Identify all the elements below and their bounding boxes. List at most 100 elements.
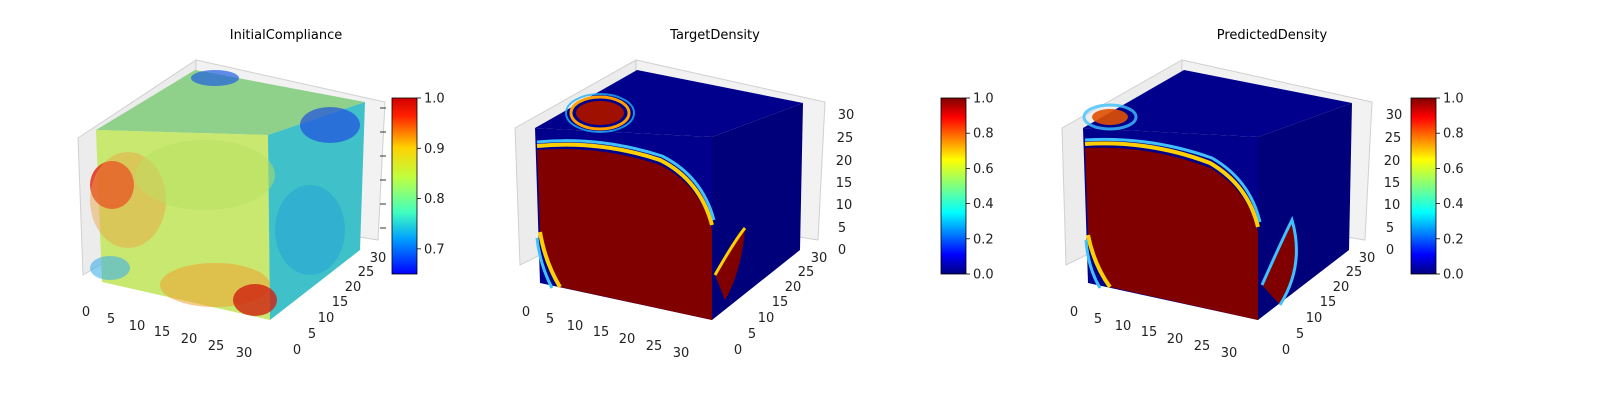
x-tick-label: 20 (619, 332, 636, 347)
colorbar-tick-label: 0.4 (973, 197, 994, 212)
colorbar-gradient (391, 97, 418, 275)
colorbar-tick-label: 0.6 (1443, 162, 1464, 177)
x-axis-1: 0 5 10 15 20 25 30 (82, 305, 252, 361)
y-tick-label: 30 (1359, 251, 1376, 266)
colorbar-ticks: 0.0 0.2 0.4 0.6 0.8 1.0 (966, 92, 994, 283)
colorbar-tick-label: 0.8 (424, 192, 445, 207)
colorbar-tick-label: 0.0 (973, 268, 994, 283)
z-tick-label: 25 (1385, 131, 1402, 146)
y-tick-label: 5 (308, 327, 316, 342)
x-tick-label: 15 (593, 325, 610, 340)
colorbar-tick-label: 1.0 (1443, 92, 1464, 107)
x-tick-label: 30 (673, 346, 690, 361)
x-tick-label: 10 (129, 319, 146, 334)
cube-right-face (268, 102, 365, 320)
z-tick-label: 0 (838, 243, 846, 258)
colorbar-tick-label: 0.8 (973, 127, 994, 142)
colorbar-gradient (1410, 97, 1437, 275)
colorbar-tick-label: 0.2 (973, 232, 994, 247)
z-tick-label: 15 (1384, 176, 1401, 191)
z-tick-label: 10 (836, 198, 853, 213)
cube-top-face (1083, 70, 1352, 137)
x-tick-label: 0 (522, 305, 530, 320)
z-tick-label: 5 (1386, 221, 1394, 236)
colorbar-3: 0.0 0.2 0.4 0.6 0.8 1.0 (1410, 92, 1464, 283)
x-tick-label: 30 (1221, 346, 1238, 361)
y-axis-3: 0 5 10 15 20 25 30 (1282, 251, 1375, 358)
x-tick-label: 10 (1115, 319, 1132, 334)
colorbar-gradient (940, 97, 967, 275)
z-tick-label: 20 (1384, 154, 1401, 169)
cube-3-density (1082, 103, 1298, 320)
chart-title-3: PredictedDensity (1217, 28, 1328, 43)
colorbar-ticks: 0.0 0.2 0.4 0.6 0.8 1.0 (1436, 92, 1464, 283)
x-tick-label: 30 (236, 346, 253, 361)
y-tick-label: 25 (358, 265, 375, 280)
y-tick-label: 10 (318, 311, 335, 326)
colorbar-2: 0.0 0.2 0.4 0.6 0.8 1.0 (940, 92, 994, 283)
y-tick-label: 25 (798, 265, 815, 280)
y-tick-label: 25 (1346, 265, 1363, 280)
y-tick-label: 15 (332, 295, 349, 310)
x-tick-label: 20 (1167, 332, 1184, 347)
colorbar-tick-label: 1.0 (424, 92, 445, 107)
z-tick-label: 15 (836, 176, 853, 191)
y-tick-label: 5 (1296, 327, 1304, 342)
cube-2-density (535, 93, 747, 320)
colorbar-tick-label: 0.4 (1443, 197, 1464, 212)
x-tick-label: 25 (208, 339, 225, 354)
y-tick-label: 30 (811, 251, 828, 266)
y-tick-label: 20 (785, 280, 802, 295)
colorbar-ticks: 0.7 0.8 0.9 1.0 (417, 92, 445, 257)
cube-top-face (96, 70, 365, 135)
x-tick-label: 15 (1141, 325, 1158, 340)
x-tick-label: 5 (1094, 312, 1102, 327)
z-axis-ticks-1 (380, 107, 386, 229)
y-tick-label: 15 (1320, 295, 1337, 310)
x-tick-label: 20 (181, 332, 198, 347)
colorbar-tick-label: 1.0 (973, 92, 994, 107)
colorbar-1: 0.7 0.8 0.9 1.0 (391, 92, 445, 275)
y-tick-label: 0 (734, 343, 742, 358)
cube-1-shading (90, 70, 360, 316)
chart-panel-3: 0 5 10 15 20 25 30 0 5 10 15 20 25 30 0 … (1061, 59, 1464, 361)
z-tick-label: 10 (1384, 198, 1401, 213)
x-axis-3: 0 5 10 15 20 25 30 (1070, 305, 1237, 361)
z-axis-2: 0 5 10 15 20 25 30 (836, 108, 855, 258)
y-tick-label: 15 (772, 295, 789, 310)
z-axis-3: 0 5 10 15 20 25 30 (1384, 108, 1403, 258)
x-tick-label: 10 (567, 319, 584, 334)
y-tick-label: 10 (758, 311, 775, 326)
colorbar-tick-label: 0.2 (1443, 232, 1464, 247)
x-axis-2: 0 5 10 15 20 25 30 (522, 305, 689, 361)
colorbar-tick-label: 0.6 (973, 162, 994, 177)
z-tick-label: 0 (1386, 243, 1394, 258)
colorbar-tick-label: 0.0 (1443, 268, 1464, 283)
chart-panel-1: 0 5 10 15 20 25 30 0 5 10 15 20 25 30 (77, 59, 445, 361)
y-tick-label: 30 (370, 251, 387, 266)
colorbar-tick-label: 0.8 (1443, 127, 1464, 142)
x-tick-label: 15 (154, 325, 171, 340)
y-tick-label: 5 (748, 327, 756, 342)
y-tick-label: 0 (293, 343, 301, 358)
x-tick-label: 5 (546, 312, 554, 327)
z-tick-label: 25 (837, 131, 854, 146)
y-tick-label: 20 (1333, 280, 1350, 295)
x-tick-label: 0 (1070, 305, 1078, 320)
y-tick-label: 20 (345, 280, 362, 295)
y-tick-label: 10 (1306, 311, 1323, 326)
colorbar-tick-label: 0.7 (424, 242, 445, 257)
z-tick-label: 5 (838, 221, 846, 236)
x-tick-label: 5 (107, 312, 115, 327)
colorbar-tick-label: 0.9 (424, 142, 445, 157)
z-tick-label: 20 (836, 154, 853, 169)
x-tick-label: 25 (1194, 339, 1211, 354)
z-tick-label: 30 (1386, 108, 1403, 123)
y-axis-2: 0 5 10 15 20 25 30 (734, 251, 827, 358)
x-tick-label: 0 (82, 305, 90, 320)
x-tick-label: 25 (646, 339, 663, 354)
y-tick-label: 0 (1282, 343, 1290, 358)
chart-panel-2: 0 5 10 15 20 25 30 0 5 10 15 20 25 30 0 … (514, 59, 994, 361)
y-axis-1: 0 5 10 15 20 25 30 (293, 251, 386, 358)
